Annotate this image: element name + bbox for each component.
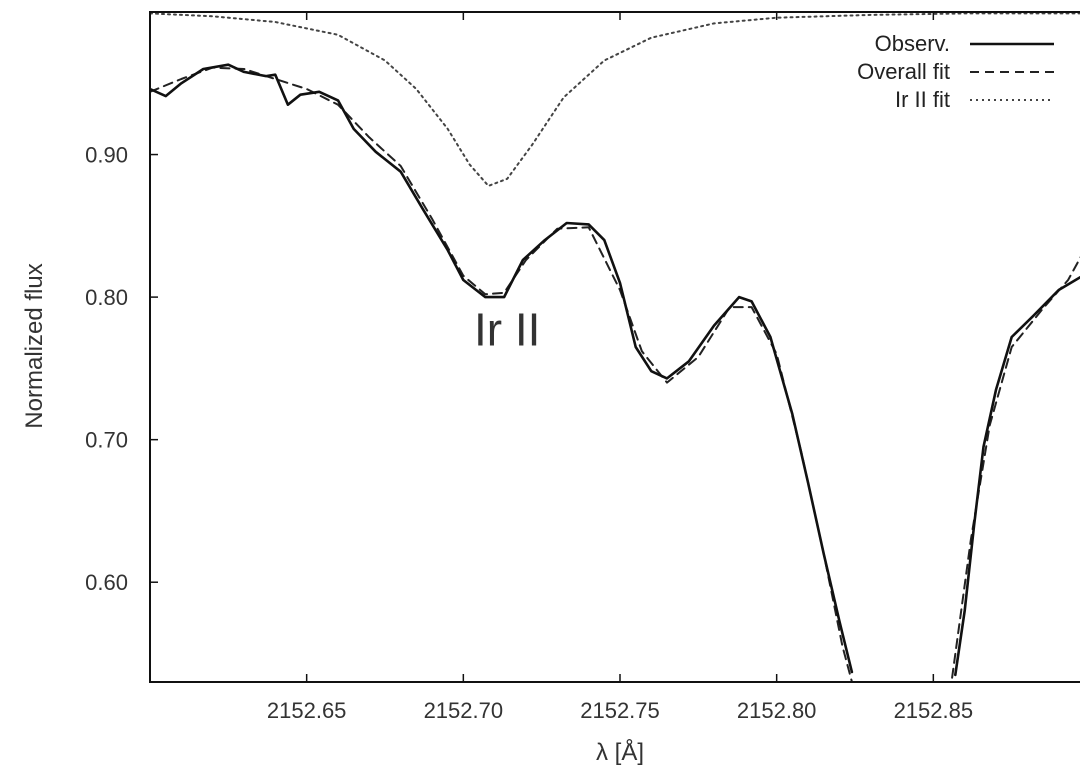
- x-tick-label: 2152.85: [894, 698, 974, 723]
- legend-label: Overall fit: [857, 59, 950, 84]
- y-tick-label: 0.80: [85, 285, 128, 310]
- y-tick-label: 0.90: [85, 143, 128, 168]
- series-line-ir-ii-fit-segment-1: [150, 12, 1080, 187]
- series-layer: [150, 12, 1080, 682]
- legend: Observ. Overall fit Ir II fit: [820, 22, 1070, 122]
- x-ticks: 2152.65 2152.70 2152.75 2152.80 2152.85: [267, 12, 973, 723]
- series-line-overall-fit-segment-2: [951, 256, 1080, 679]
- legend-label: Ir II fit: [895, 87, 950, 112]
- x-tick-label: 2152.65: [267, 698, 347, 723]
- legend-background: [820, 22, 1070, 122]
- series-line-observ-segment-1: [150, 63, 854, 674]
- legend-label: Observ.: [875, 31, 950, 56]
- x-tick-label: 2152.70: [424, 698, 504, 723]
- y-tick-label: 0.60: [85, 570, 128, 595]
- y-axis-title: Normalized flux: [21, 263, 48, 428]
- y-ticks: 0.60 0.70 0.80 0.90: [85, 143, 158, 595]
- x-tick-label: 2152.75: [580, 698, 660, 723]
- series-line-observ-segment-2: [953, 275, 1080, 677]
- x-axis-title: λ [Å]: [596, 738, 644, 766]
- y-tick-label: 0.70: [85, 428, 128, 453]
- x-tick-label: 2152.80: [737, 698, 817, 723]
- series-line-overall-fit-segment-1: [150, 66, 854, 682]
- annotation-ir-ii: Ir II: [474, 304, 540, 356]
